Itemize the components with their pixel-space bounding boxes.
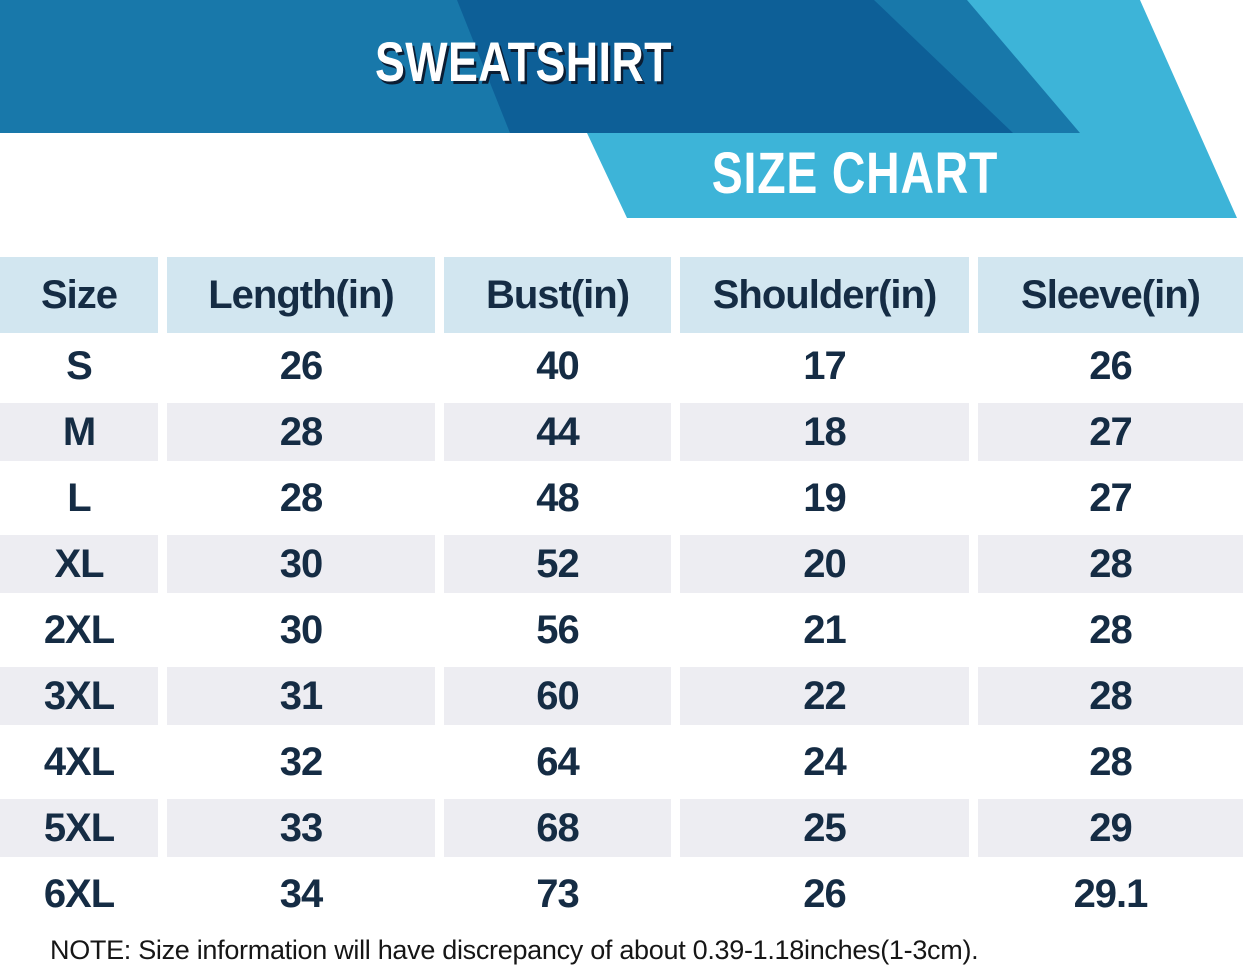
measurement-value: 33 — [167, 795, 435, 861]
size-label: 3XL — [0, 663, 158, 729]
measurement-value: 26 — [680, 861, 969, 927]
table-row-xl: XL 30 52 20 28 — [0, 531, 1243, 597]
measurement-value: 26 — [167, 333, 435, 399]
measurement-value: 34 — [167, 861, 435, 927]
size-label: L — [0, 465, 158, 531]
measurement-value: 28 — [978, 663, 1243, 729]
measurement-value: 28 — [167, 399, 435, 465]
size-table: Size Length(in) Bust(in) Shoulder(in) Sleeve… — [0, 257, 1243, 927]
size-label: 5XL — [0, 795, 158, 861]
banner: SWEATSHIRT SIZE CHART — [0, 0, 1243, 218]
measurement-value: 68 — [444, 795, 671, 861]
measurement-value: 30 — [167, 597, 435, 663]
table-row-4xl: 4XL 32 64 24 28 — [0, 729, 1243, 795]
product-title: SWEATSHIRT — [375, 30, 672, 93]
table-row-5xl: 5XL 33 68 25 29 — [0, 795, 1243, 861]
measurement-value: 73 — [444, 861, 671, 927]
measurement-value: 17 — [680, 333, 969, 399]
measurement-value: 31 — [167, 663, 435, 729]
measurement-value: 29 — [978, 795, 1243, 861]
measurement-value: 18 — [680, 399, 969, 465]
table-row-6xl: 6XL 34 73 26 29.1 — [0, 861, 1243, 927]
measurement-value: 28 — [167, 465, 435, 531]
measurement-value: 60 — [444, 663, 671, 729]
table-body: S 26 40 17 26 M 28 44 18 27 L 28 48 19 27 XL 30 52 20 28 2XL… — [0, 333, 1243, 927]
table-row-m: M 28 44 18 27 — [0, 399, 1243, 465]
table-row-l: L 28 48 19 27 — [0, 465, 1243, 531]
size-label: 6XL — [0, 861, 158, 927]
table-row-3xl: 3XL 31 60 22 28 — [0, 663, 1243, 729]
measurement-value: 29.1 — [978, 861, 1243, 927]
size-label: 2XL — [0, 597, 158, 663]
measurement-value: 28 — [978, 597, 1243, 663]
measurement-value: 25 — [680, 795, 969, 861]
table-row-s: S 26 40 17 26 — [0, 333, 1243, 399]
measurement-value: 30 — [167, 531, 435, 597]
measurement-value: 48 — [444, 465, 671, 531]
measurement-value: 27 — [978, 465, 1243, 531]
measurement-value: 32 — [167, 729, 435, 795]
size-label: XL — [0, 531, 158, 597]
size-label: S — [0, 333, 158, 399]
measurement-value: 52 — [444, 531, 671, 597]
size-label: 4XL — [0, 729, 158, 795]
measurement-value: 24 — [680, 729, 969, 795]
measurement-value: 44 — [444, 399, 671, 465]
measurement-value: 28 — [978, 729, 1243, 795]
measurement-value: 26 — [978, 333, 1243, 399]
table-header-row: Size Length(in) Bust(in) Shoulder(in) Sleeve… — [0, 257, 1243, 333]
measurement-value: 28 — [978, 531, 1243, 597]
measurement-value: 64 — [444, 729, 671, 795]
column-header-bust-in: Bust(in) — [444, 257, 671, 333]
size-label: M — [0, 399, 158, 465]
column-header-length-in: Length(in) — [167, 257, 435, 333]
column-header-sleeve-in: Sleeve(in) — [978, 257, 1243, 333]
measurement-value: 22 — [680, 663, 969, 729]
measurement-value: 27 — [978, 399, 1243, 465]
table-row-2xl: 2XL 30 56 21 28 — [0, 597, 1243, 663]
measurement-value: 40 — [444, 333, 671, 399]
measurement-value: 20 — [680, 531, 969, 597]
note: NOTE: Size information will have discrep… — [50, 935, 979, 965]
measurement-value: 19 — [680, 465, 969, 531]
column-header-shoulder-in: Shoulder(in) — [680, 257, 969, 333]
measurement-value: 56 — [444, 597, 671, 663]
column-header-size: Size — [0, 257, 158, 333]
chart-title: SIZE CHART — [711, 141, 999, 206]
measurement-value: 21 — [680, 597, 969, 663]
